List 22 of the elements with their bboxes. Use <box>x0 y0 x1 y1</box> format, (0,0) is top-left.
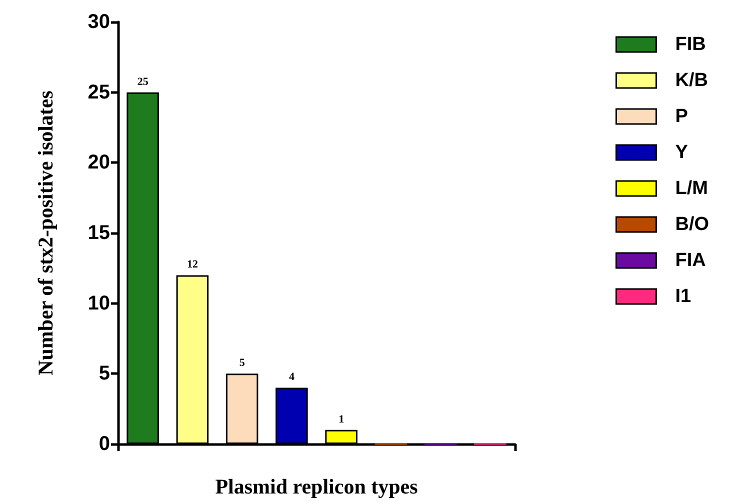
y-tick-label: 25 <box>88 81 110 104</box>
legend-label: FIA <box>675 250 706 271</box>
y-tick-label: 5 <box>98 362 110 385</box>
data-label: 4 <box>288 371 295 384</box>
legend-label: I1 <box>675 286 692 307</box>
legend-label: B/O <box>675 214 709 235</box>
legend-label: K/B <box>675 70 708 91</box>
data-label: 5 <box>239 357 246 370</box>
y-axis-title: Number of stx2-positive isolates <box>34 90 58 376</box>
y-tick-label: 10 <box>88 292 110 314</box>
y-tick-label: 0 <box>98 433 110 455</box>
legend-label: Y <box>675 142 688 163</box>
legend-label: FIB <box>675 34 706 55</box>
data-label: 1 <box>338 413 344 426</box>
x-axis-title: Plasmid replicon types <box>215 474 418 498</box>
y-tick-label: 30 <box>88 11 110 33</box>
y-tick-label: 15 <box>88 222 110 244</box>
y-tick-label: 20 <box>88 152 110 174</box>
legend-label: P <box>675 106 688 127</box>
legend-label: L/M <box>675 178 708 199</box>
data-label: 12 <box>186 258 198 271</box>
data-label: 25 <box>137 76 149 88</box>
